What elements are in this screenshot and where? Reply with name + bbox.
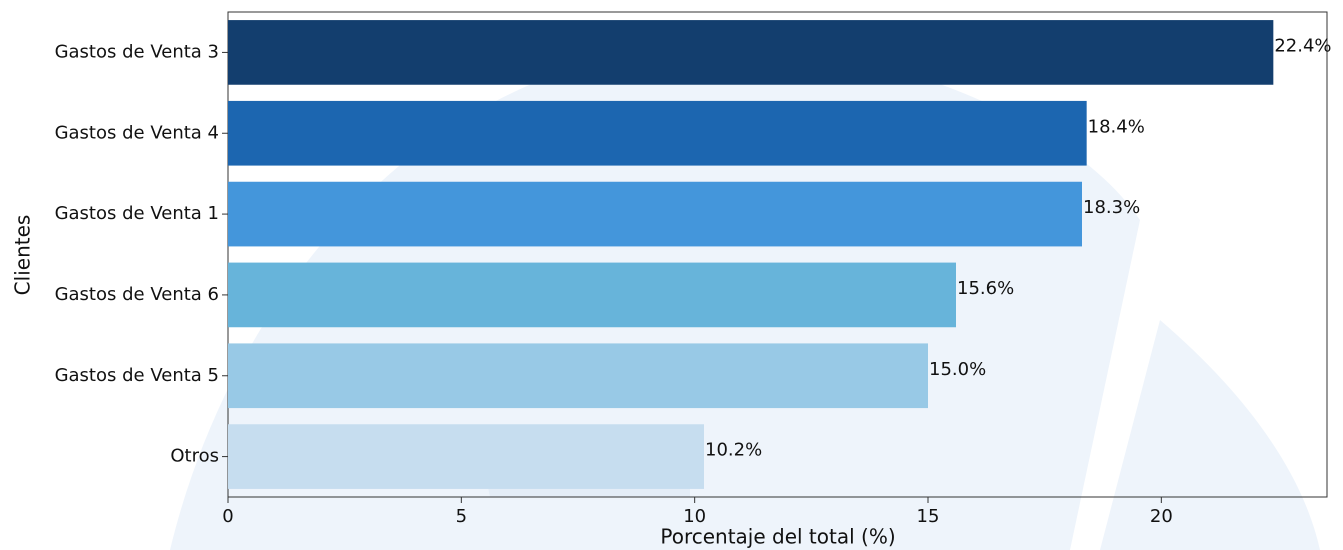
x-tick-label: 15 xyxy=(917,506,940,527)
plot-frame xyxy=(227,11,1328,498)
y-tick-label: Gastos de Venta 3 xyxy=(55,41,219,62)
value-label: 15.0% xyxy=(929,359,986,380)
x-tick-label: 5 xyxy=(456,506,467,527)
y-tick-label: Otros xyxy=(170,446,219,467)
x-tick-label: 0 xyxy=(222,506,233,527)
value-label: 15.6% xyxy=(957,278,1014,299)
y-tick-label: Gastos de Venta 4 xyxy=(55,122,219,143)
y-tick-label: Gastos de Venta 6 xyxy=(55,284,219,305)
bar xyxy=(228,262,956,328)
x-tick-label: 20 xyxy=(1150,506,1173,527)
y-tick-label: Gastos de Venta 1 xyxy=(55,203,219,224)
bar xyxy=(228,343,928,409)
y-axis-label: Clientes xyxy=(11,215,35,296)
bar xyxy=(228,424,704,489)
value-label: 18.3% xyxy=(1083,197,1140,218)
x-tick-label: 10 xyxy=(683,506,706,527)
y-tick-label: Gastos de Venta 5 xyxy=(55,365,219,386)
value-label: 22.4% xyxy=(1274,35,1331,56)
value-label: 10.2% xyxy=(705,440,762,461)
bar xyxy=(228,181,1082,247)
x-axis-label: Porcentaje del total (%) xyxy=(660,525,895,549)
bar xyxy=(228,20,1274,85)
bar xyxy=(228,100,1087,166)
value-label: 18.4% xyxy=(1088,116,1145,137)
